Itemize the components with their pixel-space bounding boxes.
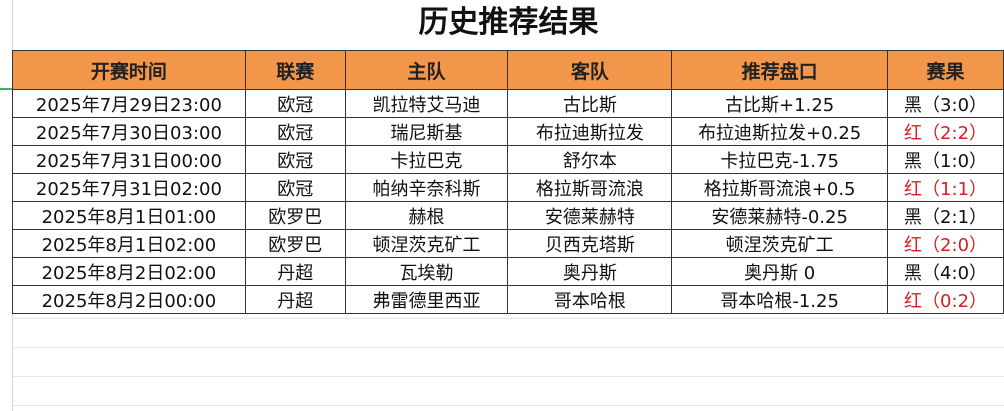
table-row: 2025年8月2日00:00 丹超 弗雷德里西亚 哥本哈根 哥本哈根-1.25 红（0:2…: [12, 285, 1004, 314]
cell-league[interactable]: 欧罗巴: [244, 201, 346, 230]
cell-recommended-line[interactable]: 格拉斯哥流浪+0.5: [671, 173, 889, 202]
cell-home-team[interactable]: 帕纳辛奈科斯: [344, 173, 509, 202]
cell-kickoff-time[interactable]: 2025年8月1日01:00: [12, 201, 246, 230]
cell-result[interactable]: 黑（3:0）: [887, 89, 1004, 118]
cell-recommended-line[interactable]: 顿涅茨克矿工: [671, 229, 889, 258]
results-table: 开赛时间 联赛 主队 客队 推荐盘口 赛果 2025年7月29日23:00 欧冠 凯拉特艾马迪…: [12, 50, 1004, 314]
cell-recommended-line[interactable]: 安德莱赫特-0.25: [671, 201, 889, 230]
cell-result[interactable]: 红（2:2）: [887, 117, 1004, 146]
cell-home-team[interactable]: 凯拉特艾马迪: [344, 89, 509, 118]
cell-kickoff-time[interactable]: 2025年7月31日02:00: [12, 173, 246, 202]
cell-recommended-line[interactable]: 布拉迪斯拉发+0.25: [671, 117, 889, 146]
cell-away-team[interactable]: 古比斯: [507, 89, 673, 118]
cell-kickoff-time[interactable]: 2025年8月2日02:00: [12, 257, 246, 286]
cell-result[interactable]: 红（1:1）: [887, 173, 1004, 202]
cell-result[interactable]: 红（0:2）: [887, 285, 1004, 314]
selection-marker: [0, 88, 12, 90]
cell-away-team[interactable]: 奥丹斯: [507, 257, 673, 286]
header-row: 开赛时间 联赛 主队 客队 推荐盘口 赛果: [12, 50, 1004, 90]
cell-result[interactable]: 红（2:0）: [887, 229, 1004, 258]
cell-result[interactable]: 黑（4:0）: [887, 257, 1004, 286]
table-row: 2025年7月31日00:00 欧冠 卡拉巴克 舒尔本 卡拉巴克-1.75 黑（1:0）: [12, 145, 1004, 174]
cell-kickoff-time[interactable]: 2025年7月29日23:00: [12, 89, 246, 118]
cell-league[interactable]: 欧冠: [244, 145, 346, 174]
cell-recommended-line[interactable]: 卡拉巴克-1.75: [671, 145, 889, 174]
cell-home-team[interactable]: 赫根: [344, 201, 509, 230]
cell-home-team[interactable]: 弗雷德里西亚: [344, 285, 509, 314]
cell-home-team[interactable]: 卡拉巴克: [344, 145, 509, 174]
table-row: 2025年8月1日02:00 欧罗巴 顿涅茨克矿工 贝西克塔斯 顿涅茨克矿工 红（2:0）: [12, 229, 1004, 258]
cell-home-team[interactable]: 瑞尼斯基: [344, 117, 509, 146]
cell-league[interactable]: 丹超: [244, 285, 346, 314]
cell-home-team[interactable]: 顿涅茨克矿工: [344, 229, 509, 258]
header-home-team[interactable]: 主队: [344, 50, 509, 90]
table-row: 2025年7月29日23:00 欧冠 凯拉特艾马迪 古比斯 古比斯+1.25 黑（3:0）: [12, 89, 1004, 118]
cell-recommended-line[interactable]: 古比斯+1.25: [671, 89, 889, 118]
cell-recommended-line[interactable]: 哥本哈根-1.25: [671, 285, 889, 314]
table-row: 2025年8月2日02:00 丹超 瓦埃勒 奥丹斯 奥丹斯 0 黑（4:0）: [12, 257, 1004, 286]
table-row: 2025年7月31日02:00 欧冠 帕纳辛奈科斯 格拉斯哥流浪 格拉斯哥流浪+0.5 红…: [12, 173, 1004, 202]
cell-kickoff-time[interactable]: 2025年8月2日00:00: [12, 285, 246, 314]
header-recommended-line[interactable]: 推荐盘口: [671, 50, 889, 90]
table-row: 2025年7月30日03:00 欧冠 瑞尼斯基 布拉迪斯拉发 布拉迪斯拉发+0.25 红（…: [12, 117, 1004, 146]
cell-recommended-line[interactable]: 奥丹斯 0: [671, 257, 889, 286]
cell-league[interactable]: 欧冠: [244, 117, 346, 146]
cell-result[interactable]: 黑（1:0）: [887, 145, 1004, 174]
cell-kickoff-time[interactable]: 2025年8月1日02:00: [12, 229, 246, 258]
cell-league[interactable]: 丹超: [244, 257, 346, 286]
cell-away-team[interactable]: 格拉斯哥流浪: [507, 173, 673, 202]
page-title: 历史推荐结果: [13, 0, 1004, 50]
cell-league[interactable]: 欧冠: [244, 89, 346, 118]
cell-away-team[interactable]: 舒尔本: [507, 145, 673, 174]
cell-away-team[interactable]: 安德莱赫特: [507, 201, 673, 230]
table-row: 2025年8月1日01:00 欧罗巴 赫根 安德莱赫特 安德莱赫特-0.25 黑（2:1）: [12, 201, 1004, 230]
cell-kickoff-time[interactable]: 2025年7月30日03:00: [12, 117, 246, 146]
cell-kickoff-time[interactable]: 2025年7月31日00:00: [12, 145, 246, 174]
header-league[interactable]: 联赛: [244, 50, 346, 90]
cell-league[interactable]: 欧冠: [244, 173, 346, 202]
cell-league[interactable]: 欧罗巴: [244, 229, 346, 258]
cell-away-team[interactable]: 布拉迪斯拉发: [507, 117, 673, 146]
cell-home-team[interactable]: 瓦埃勒: [344, 257, 509, 286]
header-kickoff-time[interactable]: 开赛时间: [12, 50, 246, 90]
header-result[interactable]: 赛果: [887, 50, 1004, 90]
cell-away-team[interactable]: 哥本哈根: [507, 285, 673, 314]
cell-result[interactable]: 黑（2:1）: [887, 201, 1004, 230]
header-away-team[interactable]: 客队: [507, 50, 673, 90]
cell-away-team[interactable]: 贝西克塔斯: [507, 229, 673, 258]
